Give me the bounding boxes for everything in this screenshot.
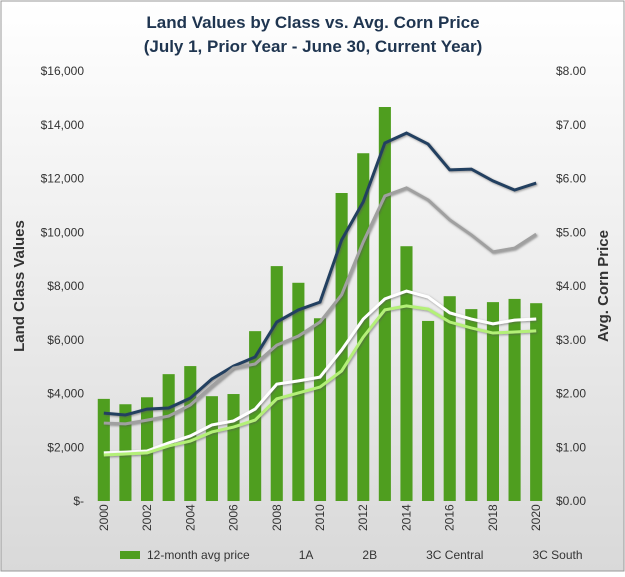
legend-label: 3C Central (426, 548, 483, 562)
x-tick-label: 2018 (486, 504, 500, 531)
y2-tick-label: $0.00 (556, 494, 586, 508)
y-tick-label: $10,000 (41, 225, 85, 239)
bar (249, 331, 262, 501)
x-tick-label: 2008 (270, 504, 284, 531)
y-tick-label: $16,000 (41, 64, 85, 78)
x-tick-label: 2016 (443, 504, 457, 531)
bar (422, 320, 435, 501)
bar (357, 153, 370, 502)
bar (530, 303, 543, 501)
y2-tick-label: $7.00 (556, 118, 586, 132)
bar (443, 296, 456, 501)
x-tick-label: 2012 (356, 504, 370, 531)
bar (508, 298, 521, 501)
y2-tick-label: $6.00 (556, 172, 586, 186)
bar (400, 246, 413, 501)
y-tick-label: $- (73, 494, 84, 508)
y-tick-label: $8,000 (47, 279, 84, 293)
x-tick-label: 2002 (140, 504, 154, 531)
bar (140, 397, 154, 501)
x-tick-label: 2014 (399, 504, 413, 531)
y2-tick-label: $5.00 (556, 225, 586, 239)
bar (313, 318, 327, 501)
legend-label: 2B (362, 548, 377, 562)
bar (205, 396, 218, 501)
line (103, 304, 537, 457)
legend-label: 3C South (532, 548, 582, 562)
y2-tick-label: $8.00 (556, 64, 586, 78)
y-tick-label: $2,000 (47, 440, 84, 454)
y2-tick-label: $1.00 (556, 440, 586, 454)
y2-tick-label: $2.00 (556, 387, 586, 401)
line (103, 131, 537, 417)
bar (335, 193, 348, 501)
bar (162, 374, 175, 501)
y-tick-label: $12,000 (41, 172, 85, 186)
x-tick-label: 2006 (227, 504, 241, 531)
chart-title: Land Values by Class vs. Avg. Corn Price (146, 13, 479, 32)
bar (227, 394, 240, 501)
line (103, 186, 538, 426)
y-tick-label: $4,000 (47, 387, 84, 401)
y2-axis-title: Avg. Corn Price (595, 230, 612, 342)
bar (486, 302, 500, 501)
x-tick-label: 2004 (183, 504, 197, 531)
x-tick-label: 2010 (313, 504, 327, 531)
legend-label: 1A (299, 548, 314, 562)
y-tick-label: $6,000 (47, 333, 84, 347)
legend-swatch (120, 551, 140, 559)
y-tick-label: $14,000 (41, 118, 85, 132)
y-axis-title: Land Class Values (11, 220, 28, 352)
x-tick-label: 2020 (529, 504, 543, 531)
legend-label: 12-month avg price (147, 548, 250, 562)
y2-tick-label: $3.00 (556, 333, 586, 347)
bar (465, 309, 478, 501)
line (103, 289, 537, 455)
x-tick-label: 2000 (97, 504, 111, 531)
y2-tick-label: $4.00 (556, 279, 586, 293)
chart-subtitle: (July 1, Prior Year - June 30, Current Y… (144, 37, 483, 56)
